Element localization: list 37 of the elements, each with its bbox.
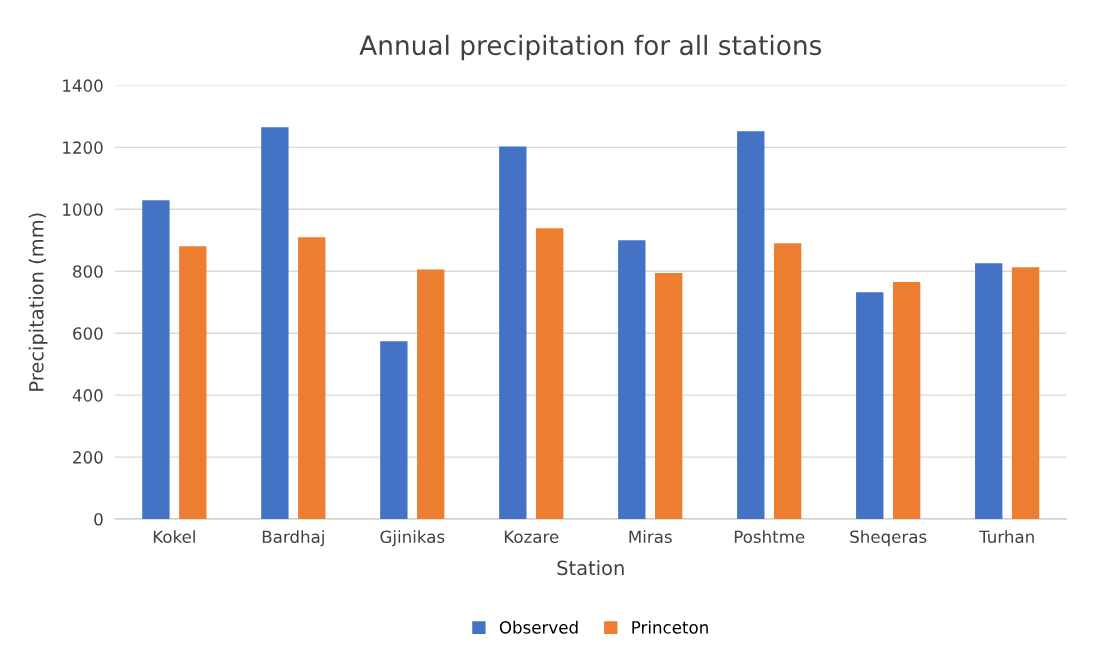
x-tick-label: Sheqeras bbox=[850, 530, 927, 547]
bar bbox=[618, 240, 646, 520]
bar bbox=[737, 131, 765, 520]
bar bbox=[298, 237, 326, 520]
bar bbox=[892, 282, 921, 520]
bar bbox=[417, 269, 445, 520]
chart-title: Annual precipitation for all stations bbox=[359, 34, 822, 61]
bar bbox=[380, 341, 408, 520]
legend-label: Observed bbox=[499, 620, 578, 634]
x-tick-label: Miras bbox=[629, 530, 672, 544]
bar bbox=[142, 200, 170, 520]
y-tick-label: 600 bbox=[73, 327, 103, 340]
bar bbox=[773, 243, 802, 520]
bar bbox=[179, 246, 207, 520]
x-axis-title: Station bbox=[557, 560, 624, 576]
bar bbox=[975, 263, 1003, 520]
y-tick-label: 200 bbox=[73, 451, 103, 464]
x-tick-label: Gjinikas bbox=[380, 530, 445, 547]
y-axis-title: Precipitation (mm) bbox=[28, 213, 48, 391]
x-tick-label: Poshtme bbox=[734, 530, 805, 544]
x-tick-label: Kozare bbox=[504, 530, 559, 544]
y-tick-label: 1200 bbox=[63, 141, 103, 154]
bar bbox=[856, 292, 884, 520]
legend-label: Princeton bbox=[632, 620, 708, 634]
bar bbox=[499, 146, 527, 520]
bar bbox=[655, 273, 683, 520]
y-tick-label: 800 bbox=[73, 265, 103, 278]
y-tick-label: 1400 bbox=[63, 79, 103, 92]
y-tick-label: 1000 bbox=[63, 203, 103, 216]
y-tick-label: 400 bbox=[72, 389, 103, 402]
x-tick-label: Kokel bbox=[153, 530, 195, 544]
bar bbox=[1011, 267, 1040, 520]
bar bbox=[261, 127, 289, 520]
x-tick-label: Turhan bbox=[979, 530, 1034, 544]
x-tick-label: Bardhaj bbox=[262, 530, 324, 547]
y-tick-label: 0 bbox=[94, 512, 103, 526]
bar bbox=[536, 228, 564, 520]
